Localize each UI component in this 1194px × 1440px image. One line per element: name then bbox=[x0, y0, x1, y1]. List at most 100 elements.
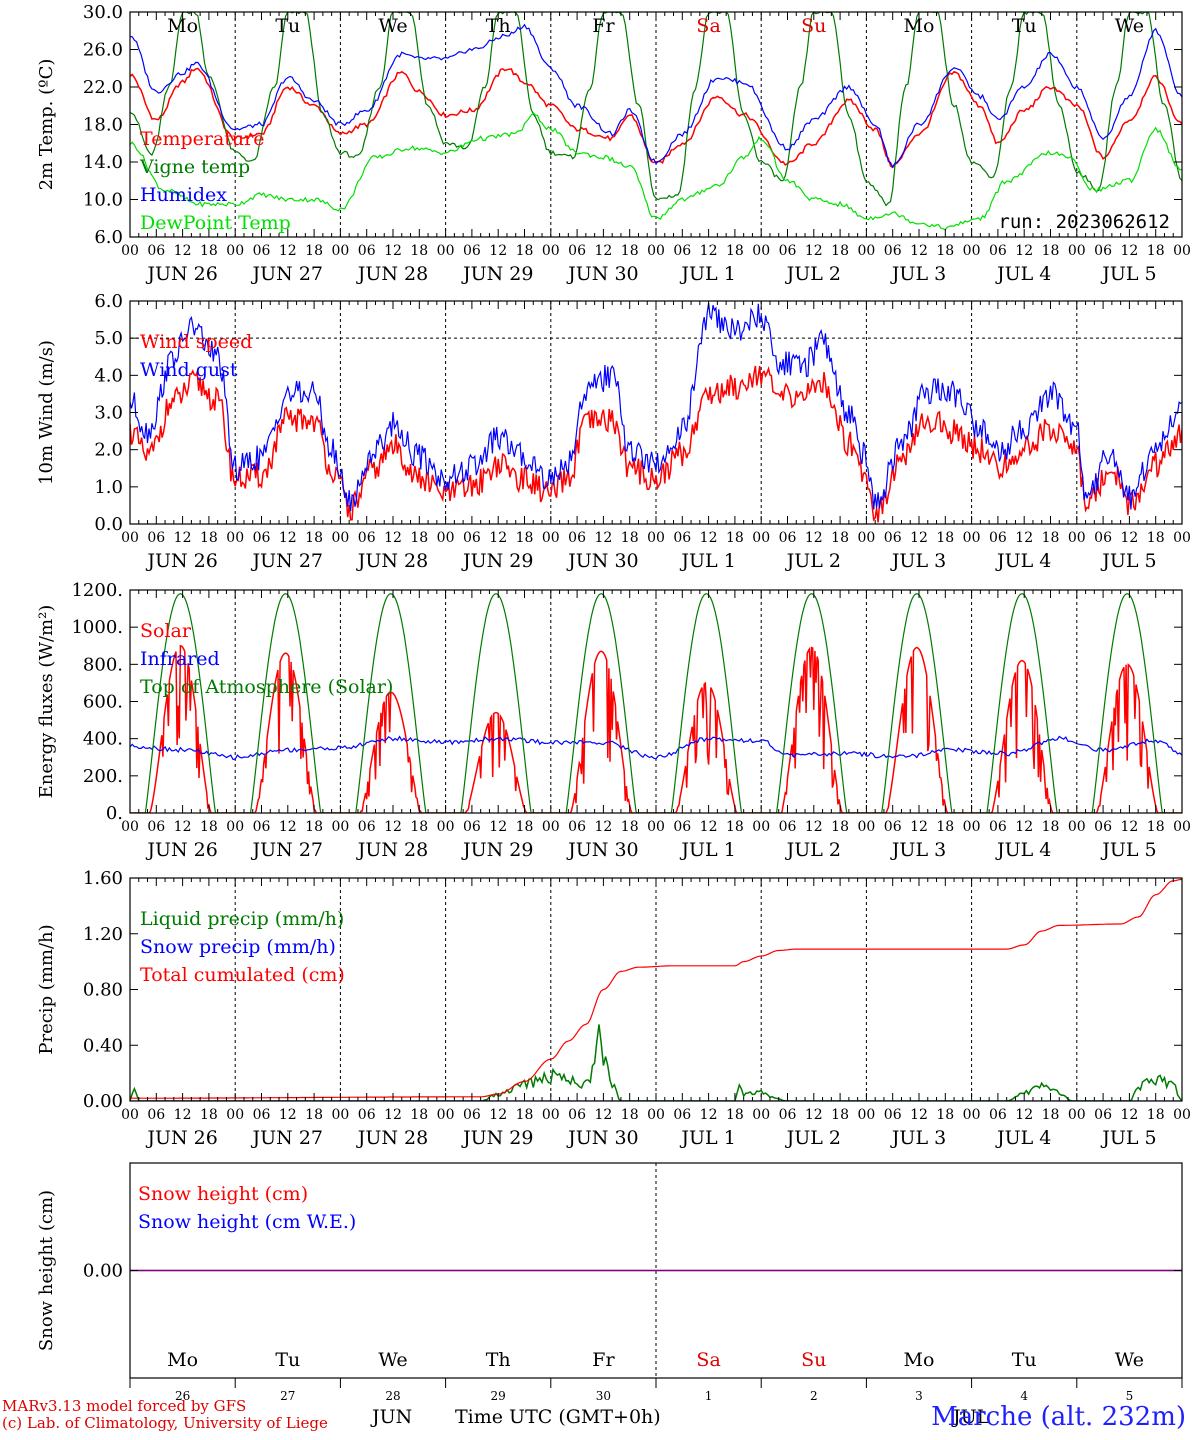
hour-tick-label: 06 bbox=[463, 530, 481, 546]
hour-tick-label: 18 bbox=[516, 243, 534, 259]
hour-tick-label: 06 bbox=[147, 819, 165, 835]
y-tick-label: 1.60 bbox=[83, 868, 123, 889]
hour-tick-label: 00 bbox=[963, 530, 981, 546]
panel-1: 6.0 10.0 14.0 18.0 22.0 26.0 30.0 2m Temp. (ºC)… bbox=[36, 2, 1191, 285]
y-tick-label: 0.80 bbox=[83, 980, 123, 1001]
hour-tick-label: 06 bbox=[253, 1107, 271, 1123]
run-label: run: 2023062612 bbox=[998, 211, 1170, 233]
series-group bbox=[130, 593, 1182, 813]
hour-tick-label: 12 bbox=[279, 1107, 297, 1123]
legend-entry: DewPoint Temp bbox=[140, 212, 291, 234]
hour-tick-label: 00 bbox=[121, 819, 139, 835]
legend-entry: Temperature bbox=[140, 128, 264, 150]
hour-tick-label: 12 bbox=[700, 819, 718, 835]
date-label: JUN 30 bbox=[566, 839, 638, 861]
y-tick-label: 0.0 bbox=[94, 514, 123, 535]
day-number-label: 1 bbox=[705, 1389, 713, 1403]
panel-frame bbox=[129, 589, 1183, 814]
weekday-label: Su bbox=[801, 15, 826, 37]
date-label: JUL 3 bbox=[890, 839, 946, 861]
hour-tick-label: 00 bbox=[226, 243, 244, 259]
hour-tick-label: 06 bbox=[989, 530, 1007, 546]
y-axis-label: 2m Temp. (ºC) bbox=[36, 59, 57, 191]
hour-tick-label: 06 bbox=[989, 243, 1007, 259]
hour-tick-label: 12 bbox=[384, 530, 402, 546]
weekday-label: Sa bbox=[696, 15, 720, 37]
hour-tick-label: 00 bbox=[542, 819, 560, 835]
hour-tick-label: 06 bbox=[1094, 819, 1112, 835]
legend-entry: Wind speed bbox=[140, 331, 252, 353]
hour-tick-label: 06 bbox=[779, 243, 797, 259]
hour-tick-label: 06 bbox=[568, 1107, 586, 1123]
y-tick-label: 6.0 bbox=[94, 227, 123, 248]
date-label: JUL 4 bbox=[995, 263, 1051, 285]
hour-tick-label: 12 bbox=[700, 530, 718, 546]
legend-entry: Liquid precip (mm/h) bbox=[140, 908, 344, 930]
date-label: JUL 5 bbox=[1100, 550, 1156, 572]
hour-tick-label: 12 bbox=[1015, 1107, 1033, 1123]
y-axis-label: Precip (mm/h) bbox=[36, 924, 57, 1054]
hour-tick-label: 00 bbox=[647, 819, 665, 835]
hour-tick-label: 00 bbox=[857, 1107, 875, 1123]
hour-tick-label: 00 bbox=[542, 530, 560, 546]
hour-tick-label: 06 bbox=[884, 243, 902, 259]
legend-entry: Wind gust bbox=[140, 359, 238, 381]
hour-tick-label: 18 bbox=[1042, 819, 1060, 835]
weekday-label: Fr bbox=[592, 15, 615, 37]
series-group bbox=[130, 12, 1182, 231]
hour-tick-label: 00 bbox=[437, 1107, 455, 1123]
date-label: JUL 3 bbox=[890, 1127, 946, 1149]
hour-tick-label: 06 bbox=[358, 530, 376, 546]
y-tick-label: 18.0 bbox=[83, 115, 123, 136]
hour-tick-label: 18 bbox=[305, 243, 323, 259]
day-number-label: 27 bbox=[280, 1389, 295, 1403]
weekday-label: Th bbox=[486, 15, 511, 37]
hour-tick-label: 18 bbox=[936, 530, 954, 546]
hour-tick-label: 18 bbox=[305, 1107, 323, 1123]
day-number-label: 29 bbox=[491, 1389, 506, 1403]
date-label: JUL 3 bbox=[890, 263, 946, 285]
y-tick-label: 400. bbox=[83, 729, 123, 750]
hour-tick-label: 18 bbox=[726, 530, 744, 546]
date-label: JUL 5 bbox=[1100, 839, 1156, 861]
date-label: JUN 29 bbox=[461, 839, 533, 861]
hour-tick-label: 12 bbox=[805, 1107, 823, 1123]
weekday-label: Th bbox=[486, 1349, 511, 1371]
weekday-label: Su bbox=[801, 1349, 826, 1371]
bottom-axis-labels: Mo 26 Tu 27 We 28 Th 29 Fr 30 Sa 1 Su 2 Mo 3 Tu 4 We 5 bbox=[129, 1349, 1183, 1403]
hour-tick-label: 12 bbox=[489, 1107, 507, 1123]
y-axis-label: 10m Wind (m/s) bbox=[36, 340, 57, 485]
hour-tick-label: 06 bbox=[673, 819, 691, 835]
legend-entry: Solar bbox=[140, 620, 192, 642]
hour-tick-label: 18 bbox=[410, 530, 428, 546]
hour-tick-label: 06 bbox=[779, 819, 797, 835]
hour-tick-label: 00 bbox=[1068, 819, 1086, 835]
y-axis-label: Snow height (cm) bbox=[36, 1190, 57, 1351]
hour-tick-label: 12 bbox=[1015, 243, 1033, 259]
hour-tick-label: 18 bbox=[200, 819, 218, 835]
hour-tick-label: 18 bbox=[200, 1107, 218, 1123]
hour-tick-label: 12 bbox=[805, 819, 823, 835]
hour-tick-label: 12 bbox=[594, 1107, 612, 1123]
hour-tick-label: 12 bbox=[279, 530, 297, 546]
hour-tick-label: 00 bbox=[752, 530, 770, 546]
station-label: Marche (alt. 232m) bbox=[931, 1402, 1186, 1432]
hour-tick-label: 06 bbox=[463, 243, 481, 259]
weekday-label: Tu bbox=[1012, 15, 1037, 37]
hour-tick-label: 18 bbox=[831, 1107, 849, 1123]
date-label: JUN 28 bbox=[356, 263, 428, 285]
hour-tick-label: 18 bbox=[621, 819, 639, 835]
hour-tick-label: 12 bbox=[279, 819, 297, 835]
hour-tick-label: 00 bbox=[1173, 1107, 1191, 1123]
weekday-label: Fr bbox=[592, 1349, 615, 1371]
day-number-label: 2 bbox=[810, 1389, 818, 1403]
date-label: JUN 26 bbox=[145, 550, 217, 572]
weekday-label: Mo bbox=[904, 1349, 935, 1371]
hour-tick-label: 12 bbox=[174, 530, 192, 546]
y-tick-label: 1200. bbox=[71, 580, 123, 601]
hour-tick-label: 12 bbox=[384, 819, 402, 835]
hour-tick-label: 18 bbox=[726, 1107, 744, 1123]
hour-tick-label: 00 bbox=[542, 243, 560, 259]
hour-tick-label: 06 bbox=[884, 530, 902, 546]
hour-tick-label: 12 bbox=[1120, 530, 1138, 546]
